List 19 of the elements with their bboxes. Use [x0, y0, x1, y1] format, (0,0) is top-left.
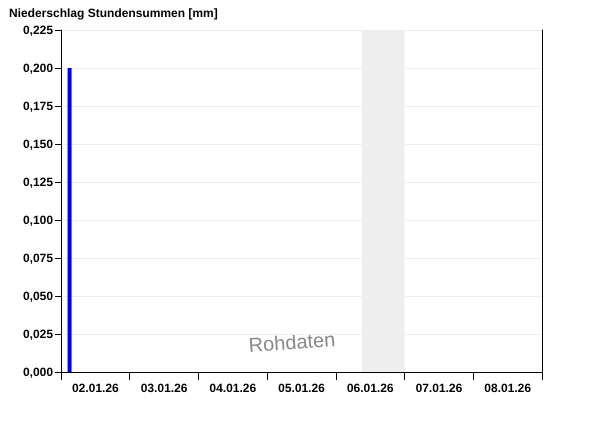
y-tick-label: 0,000: [22, 365, 54, 379]
y-tick-label: 0,225: [22, 23, 54, 37]
x-tick-label: 03.01.26: [140, 381, 188, 395]
y-tick-label: 0,075: [22, 251, 54, 265]
x-tick-label: 07.01.26: [416, 381, 463, 395]
x-tick-label: 02.01.26: [72, 381, 120, 395]
x-tick-label: 05.01.26: [278, 381, 326, 395]
annotation: Rohdaten: [248, 329, 336, 358]
chart-title: Niederschlag Stundensummen [mm]: [9, 6, 218, 20]
x-tick-label: 04.01.26: [209, 381, 256, 395]
y-tick-label: 0,125: [22, 175, 54, 189]
x-tick-label: 08.01.26: [484, 381, 532, 395]
y-tick-label: 0,200: [22, 61, 54, 75]
x-tick-label: 06.01.26: [346, 381, 394, 395]
y-tick-label: 0,175: [22, 99, 54, 113]
y-tick-label: 0,100: [22, 213, 54, 227]
y-tick-label: 0,150: [22, 137, 54, 151]
y-tick-label: 0,050: [22, 289, 54, 303]
y-tick-label: 0,025: [22, 327, 54, 341]
